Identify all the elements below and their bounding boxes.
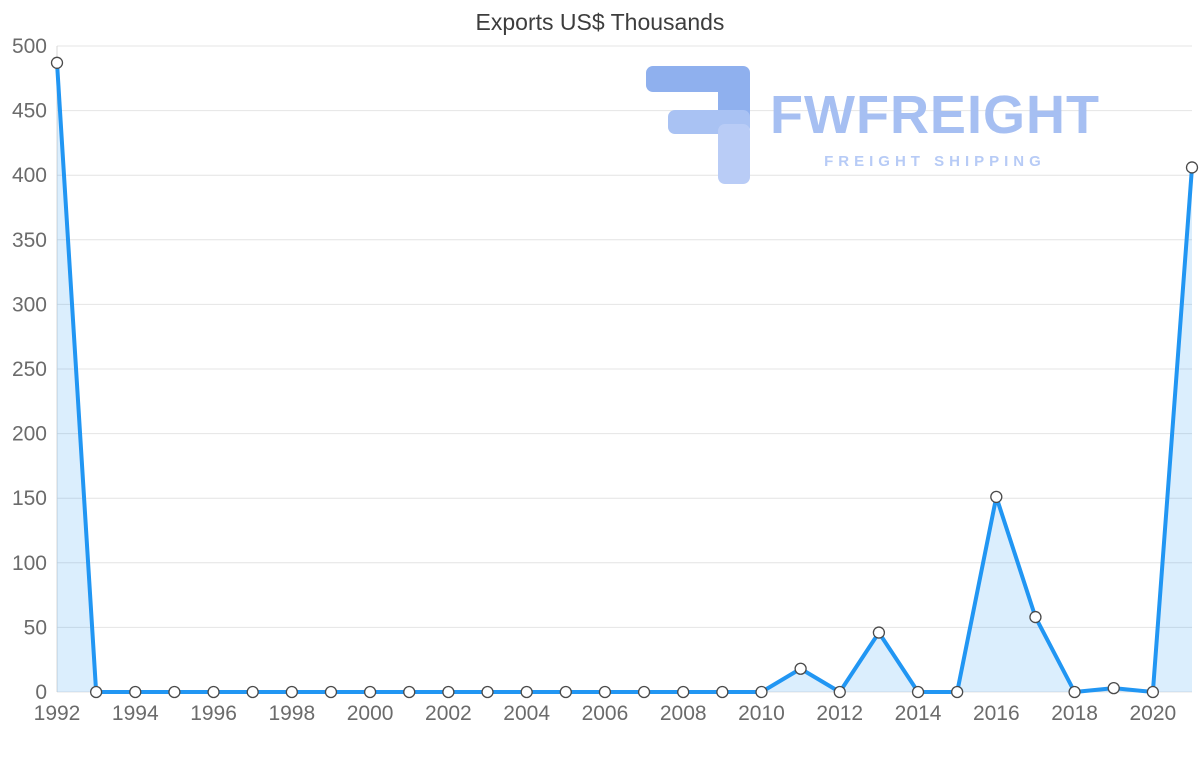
data-point-marker[interactable] [324, 685, 338, 699]
x-tick-label: 1994 [112, 702, 159, 725]
data-point-marker[interactable] [833, 685, 846, 699]
data-point-marker[interactable] [911, 685, 925, 699]
area-fill [57, 62, 1192, 692]
y-tick-label: 300 [12, 293, 47, 316]
y-tick-label: 350 [12, 229, 47, 252]
y-tick-label: 0 [35, 681, 47, 704]
x-tick-label: 2018 [1051, 702, 1098, 725]
data-point-marker[interactable] [990, 490, 1003, 504]
y-tick-label: 150 [12, 487, 47, 510]
data-point-marker[interactable] [951, 685, 964, 699]
line-path [55, 60, 1194, 694]
data-point-marker[interactable] [50, 56, 64, 69]
x-tick-label: 2004 [503, 702, 550, 725]
data-point-marker[interactable] [872, 626, 886, 639]
data-point-marker[interactable] [168, 685, 181, 699]
data-point-marker[interactable] [481, 685, 494, 699]
x-tick-label: 2000 [347, 702, 394, 725]
x-tick-label: 2008 [660, 702, 707, 725]
data-point-marker[interactable] [520, 685, 533, 699]
data-point-marker[interactable] [129, 685, 142, 699]
x-tick-label: 2002 [425, 702, 472, 725]
data-point-marker[interactable] [637, 685, 651, 699]
y-tick-label: 450 [12, 100, 47, 123]
data-point-marker[interactable] [598, 685, 612, 699]
x-tick-label: 2014 [895, 702, 942, 725]
y-tick-label: 50 [24, 616, 47, 639]
x-tick-label: 1992 [34, 702, 81, 725]
data-point-marker[interactable] [363, 685, 377, 699]
data-point-marker[interactable] [246, 685, 259, 699]
y-tick-label: 250 [12, 358, 47, 381]
x-tick-label: 2006 [582, 702, 629, 725]
data-point-marker[interactable] [285, 685, 298, 699]
data-point-marker[interactable] [716, 685, 729, 699]
data-point-marker[interactable] [1185, 161, 1199, 174]
data-point-marker[interactable] [755, 685, 768, 699]
data-point-marker[interactable] [1029, 610, 1042, 624]
x-tick-label: 2020 [1130, 702, 1177, 725]
data-point-marker[interactable] [1107, 681, 1120, 695]
data-point-marker[interactable] [794, 662, 807, 675]
data-point-marker[interactable] [89, 685, 103, 699]
data-point-marker[interactable] [1068, 685, 1081, 699]
data-point-marker[interactable] [559, 685, 572, 699]
y-tick-label: 200 [12, 423, 47, 446]
y-tick-label: 400 [12, 164, 47, 187]
x-tick-label: 2016 [973, 702, 1020, 725]
x-tick-label: 2012 [816, 702, 863, 725]
y-tick-label: 100 [12, 552, 47, 575]
x-tick-label: 1998 [268, 702, 315, 725]
data-point-marker[interactable] [207, 685, 220, 699]
data-point-marker[interactable] [403, 685, 416, 699]
y-tick-label: 500 [12, 35, 47, 58]
chart-title: Exports US$ Thousands [475, 9, 725, 35]
x-tick-label: 2010 [738, 702, 785, 725]
data-point-marker[interactable] [1146, 685, 1160, 699]
x-tick-label: 1996 [190, 702, 237, 725]
data-point-marker[interactable] [442, 685, 455, 699]
data-point-marker[interactable] [677, 685, 690, 699]
